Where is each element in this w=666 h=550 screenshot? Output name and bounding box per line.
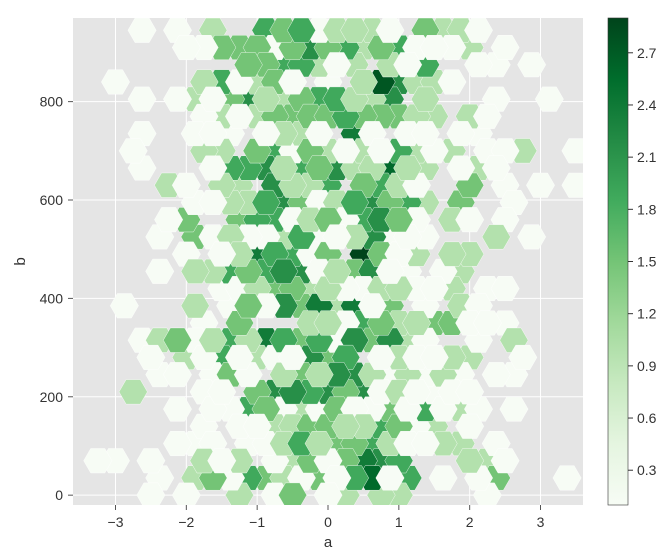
y-axis-label: b: [12, 257, 29, 265]
svg-text:2.4: 2.4: [637, 97, 657, 113]
hexbin-chart: −3 −2 −1 0 1 2 3 0 200 400 600 800 a b 0.3 0.6 0.9 1.…: [0, 0, 666, 550]
svg-text:0: 0: [55, 487, 63, 503]
svg-text:2.1: 2.1: [637, 149, 657, 165]
svg-text:600: 600: [40, 192, 64, 208]
y-axis: 0 200 400 600 800: [40, 94, 73, 504]
svg-text:0.6: 0.6: [637, 410, 657, 426]
x-axis-label: a: [324, 534, 333, 550]
colorbar: 0.3 0.6 0.9 1.2 1.5 1.8 2.1 2.4 2.7: [608, 18, 657, 505]
svg-text:400: 400: [40, 290, 64, 306]
svg-text:1.8: 1.8: [637, 201, 657, 217]
svg-text:0.9: 0.9: [637, 358, 657, 374]
svg-text:200: 200: [40, 389, 64, 405]
svg-text:2.7: 2.7: [637, 45, 657, 61]
svg-text:800: 800: [40, 94, 64, 110]
svg-text:2: 2: [466, 514, 474, 530]
svg-text:1.5: 1.5: [637, 254, 657, 270]
svg-text:1.2: 1.2: [637, 306, 657, 322]
svg-text:−1: −1: [249, 514, 265, 530]
svg-text:−2: −2: [178, 514, 194, 530]
svg-text:0: 0: [324, 514, 332, 530]
svg-text:3: 3: [537, 514, 545, 530]
x-axis: −3 −2 −1 0 1 2 3: [108, 505, 545, 530]
svg-text:0.3: 0.3: [637, 462, 657, 478]
svg-text:−3: −3: [108, 514, 124, 530]
svg-text:1: 1: [395, 514, 403, 530]
